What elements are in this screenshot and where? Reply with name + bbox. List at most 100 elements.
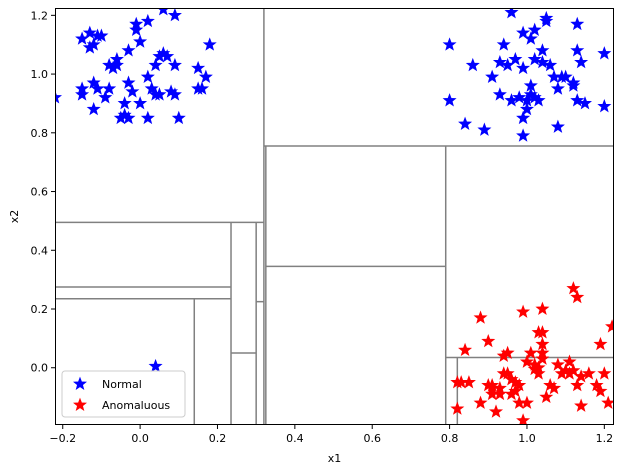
normal-point-star [144,81,159,95]
y-tick-label: 0.8 [31,127,49,140]
normal-point-star [539,13,554,28]
anomaluous-point-star [601,395,614,409]
normal-point-star [148,57,163,72]
normal-point-star [508,52,523,66]
normal-point-star [82,40,97,54]
normal-point-star [543,57,558,72]
anomaluous-point-star [489,404,504,418]
normal-point-star [140,13,155,28]
normal-point-star [597,99,612,113]
normal-point-star [90,81,105,95]
normal-point-star [86,101,101,116]
normal-point-star [519,101,534,116]
anomaluous-point-star [512,378,527,392]
normal-point-star [167,8,182,22]
y-axis-ticks: 0.0 0.2 0.4 0.6 0.8 1.0 1.2 [31,9,55,375]
normal-point-star [121,75,136,89]
anomaluous-point-star [581,366,596,380]
x-tick-label: 0.6 [363,432,381,445]
anomaluous-point-star [461,375,476,389]
normal-point-star [535,54,550,69]
anomaluous-point-star [481,333,496,348]
y-tick-label: 0.6 [31,186,49,199]
normal-point-star [597,46,612,60]
legend-label-normal: Normal [102,378,142,391]
x-axis-label: x1 [328,452,342,465]
anomaluous-point-star [593,383,608,398]
normal-point-star [465,57,480,72]
normal-point-star [516,60,531,75]
anomaluous-point-star [519,395,534,409]
normal-point-star [550,119,565,133]
normal-point-star [442,37,457,51]
normal-point-star [570,16,585,31]
normal-point-star [550,81,565,95]
legend-label-anomaluous: Anomaluous [102,399,170,412]
normal-point-star [106,60,121,75]
legend-box [61,370,186,418]
anomaluous-point-star [597,366,612,380]
data-points [55,8,614,425]
normal-point-star [82,25,97,39]
normal-point-star [117,96,132,110]
anomaluous-point-star [458,342,473,357]
normal-point-star [485,69,500,83]
normal-point-star [535,43,550,57]
normal-point-star [574,54,589,69]
normal-point-star [102,81,117,95]
anomaluous-point-star [593,336,608,351]
normal-point-star [492,87,507,101]
anomaluous-point-star [605,319,614,333]
anomaluous-point-star [566,281,581,295]
anomaluous-point-star [574,369,589,383]
anomaluous-point-star [500,345,515,360]
normal-point-star [171,110,186,125]
x-tick-label: 0.0 [131,432,149,445]
anomaluous-point-star [535,301,550,315]
normal-point-star [492,54,507,69]
x-tick-label: 0.8 [441,432,459,445]
normal-point-star [570,93,585,107]
normal-point-star [133,96,148,110]
anomaluous-point-star [570,378,585,392]
anomaluous-point-star [562,354,577,368]
normal-point-star [121,43,136,57]
anomaluous-point-star [547,380,562,395]
y-tick-label: 1.0 [31,68,49,81]
x-axis-ticks: −0.2 0.0 0.2 0.4 0.6 0.8 1.0 1.2 [49,425,613,445]
anomaluous-point-star [531,366,546,380]
normal-point-star [516,25,531,39]
legend-marker-anomaluous [73,397,87,411]
normal-point-star [577,96,592,110]
normal-point-star [523,31,538,45]
y-tick-label: 0.2 [31,303,49,316]
normal-point-star [191,60,206,75]
normal-point-star [504,93,519,107]
anomaluous-point-star [516,413,531,425]
normal-point-star [195,81,210,95]
normal-point-star [55,90,62,104]
anomaluous-point-star [535,351,550,365]
normal-point-star [516,128,531,142]
normal-point-star [140,110,155,125]
anomaluous-point-star [574,398,589,412]
normal-point-star [198,69,213,83]
normal-point-star [566,78,581,92]
y-tick-label: 0.0 [31,362,49,375]
normal-point-star [148,358,163,373]
normal-point-star [157,8,170,16]
anomaluous-point-star [550,357,565,371]
x-tick-label: −0.2 [49,432,76,445]
normal-point-star [98,90,113,104]
normal-point-star [442,93,457,107]
anomaluous-point-star [539,389,554,404]
x-tick-label: 1.2 [596,432,614,445]
anomaluous-point-star [519,354,534,368]
normal-point-star [152,87,167,101]
anomaluous-point-star [535,345,550,360]
y-tick-label: 1.2 [31,9,49,22]
x-tick-label: 0.4 [286,432,304,445]
normal-point-star [558,69,573,83]
normal-point-star [129,16,144,31]
